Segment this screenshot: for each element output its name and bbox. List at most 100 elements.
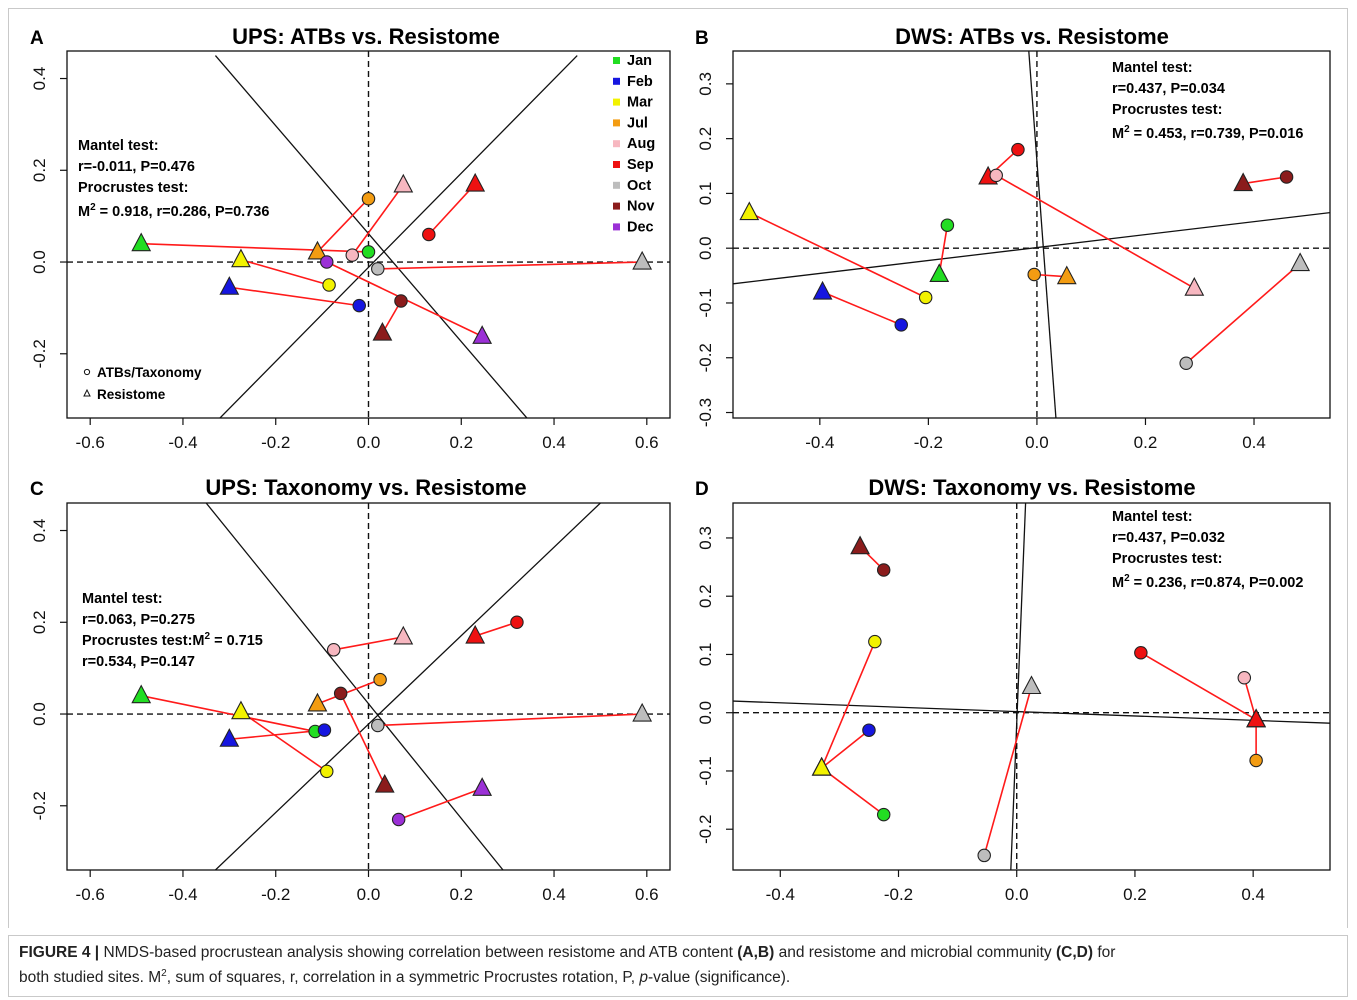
atb-point-jan bbox=[876, 807, 891, 822]
legend-swatch-aug bbox=[613, 140, 620, 148]
rotation-axis-line bbox=[733, 700, 1330, 724]
pair-connector-jan bbox=[141, 694, 316, 733]
pair-connector-nov bbox=[339, 693, 386, 786]
panel-a: A UPS: ATBs vs. Resistome -0.6 -0.4 -0.2 0.0 0… bbox=[30, 24, 671, 452]
mantel-label: Mantel test: bbox=[78, 138, 159, 154]
resistome-point-dec bbox=[472, 325, 493, 344]
resistome-point-nov bbox=[1233, 172, 1254, 192]
y-tick-label: 0.4 bbox=[30, 67, 49, 91]
caption-ref1: (A,B) bbox=[737, 944, 775, 961]
resistome-point-oct bbox=[632, 702, 653, 722]
y-tick-label: 0.0 bbox=[696, 236, 715, 260]
atb-point-jul bbox=[373, 672, 387, 687]
atb-point-jul bbox=[1249, 753, 1263, 768]
mantel-stats: r=0.437, P=0.034 bbox=[1112, 81, 1225, 97]
y-tick-label: 0.0 bbox=[696, 701, 715, 725]
x-tick-label: 0.4 bbox=[1241, 885, 1265, 904]
x-tick-label: -0.4 bbox=[168, 433, 197, 452]
resistome-point-jan bbox=[131, 684, 152, 704]
caption-line2sup: 2 bbox=[161, 968, 167, 979]
panel-label: D bbox=[695, 479, 709, 500]
panel-label: A bbox=[30, 28, 44, 49]
pair-connector-aug bbox=[995, 174, 1195, 289]
y-tick-label: 0.2 bbox=[696, 584, 715, 608]
pair-connector-mar bbox=[748, 211, 927, 299]
resistome-point-feb bbox=[812, 280, 833, 300]
pair-connector-oct bbox=[983, 686, 1033, 856]
caption-part2: and resistome and microbial community bbox=[774, 944, 1056, 961]
legend-label-mar: Mar bbox=[627, 95, 653, 111]
resistome-point-mar bbox=[739, 201, 760, 221]
x-tick-label: -0.2 bbox=[261, 433, 290, 452]
atb-point-jul bbox=[1027, 267, 1041, 282]
shape-legend-circle-icon bbox=[83, 368, 91, 376]
pair-connector-sep bbox=[1140, 652, 1257, 721]
resistome-point-mar bbox=[231, 700, 251, 720]
atb-point-feb bbox=[862, 723, 876, 737]
shape-legend: ATBs/Taxonomy Resistome bbox=[83, 365, 202, 402]
pair-connector-oct bbox=[377, 713, 643, 727]
mantel-stats: r=-0.011, P=0.476 bbox=[78, 159, 195, 175]
resistome-point-aug bbox=[393, 625, 414, 645]
x-tick-label: -0.4 bbox=[766, 885, 795, 904]
atb-point-sep bbox=[510, 615, 524, 630]
resistome-point-jan bbox=[929, 263, 950, 283]
legend-swatch-feb bbox=[613, 77, 620, 85]
mantel-label: Mantel test: bbox=[1112, 60, 1193, 76]
legend-label-jul: Jul bbox=[627, 115, 648, 131]
procrustes-stats: M2 = 0.453, r=0.739, P=0.016 bbox=[1112, 124, 1303, 142]
legend-label-aug: Aug bbox=[627, 136, 655, 152]
mantel-stats: r=0.437, P=0.032 bbox=[1112, 530, 1225, 546]
x-tick-label: 0.0 bbox=[1005, 885, 1029, 904]
resistome-point-feb bbox=[219, 728, 240, 747]
y-tick-label: -0.2 bbox=[696, 343, 715, 372]
resistome-point-nov bbox=[374, 773, 395, 793]
pair-connector-mar bbox=[820, 641, 876, 769]
y-tick-label: 0.2 bbox=[30, 158, 49, 182]
atb-point-aug bbox=[989, 168, 1003, 183]
resistome-point-nov bbox=[850, 535, 870, 555]
caption-ref2: (C,D) bbox=[1056, 944, 1094, 961]
mantel-label: Mantel test: bbox=[82, 591, 163, 607]
panel-c: C UPS: Taxonomy vs. Resistome -0.6 -0.4 -0.2… bbox=[30, 475, 671, 904]
atb-point-aug bbox=[326, 643, 341, 657]
y-tick-label: 0.4 bbox=[30, 519, 49, 543]
y-tick-label: -0.2 bbox=[30, 791, 49, 820]
x-tick-label: -0.6 bbox=[76, 885, 105, 904]
y-tick-label: 0.0 bbox=[30, 702, 49, 726]
caption-line2italic: p bbox=[639, 969, 649, 987]
x-tick-label: 0.6 bbox=[635, 433, 659, 452]
legend-swatch-dec bbox=[613, 223, 620, 231]
y-tick-label: -0.1 bbox=[696, 756, 715, 785]
atb-point-nov bbox=[876, 563, 891, 577]
pair-connector-aug bbox=[351, 184, 404, 256]
y-tick-label: 0.0 bbox=[30, 250, 49, 274]
atb-point-feb bbox=[352, 298, 366, 313]
pair-connector-oct bbox=[377, 261, 643, 270]
pair-connector-oct bbox=[1185, 262, 1301, 364]
rotation-axis-line bbox=[733, 211, 1330, 285]
pair-connector-feb bbox=[229, 286, 360, 307]
resistome-point-oct bbox=[632, 250, 653, 270]
atb-point-jan bbox=[940, 218, 955, 232]
pair-connector-feb bbox=[822, 291, 902, 326]
panel-d: D DWS: Taxonomy vs. Resistome -0.4 -0.2 0.0 0… bbox=[695, 475, 1331, 904]
pair-connector-jul bbox=[316, 198, 370, 253]
atb-point-sep bbox=[1134, 645, 1148, 660]
rotation-axis-line bbox=[1010, 503, 1027, 870]
atb-point-dec bbox=[391, 812, 406, 827]
legend-label-dec: Dec bbox=[627, 219, 654, 235]
atb-point-nov bbox=[333, 686, 348, 701]
atb-point-sep bbox=[1011, 142, 1025, 157]
x-tick-label: -0.6 bbox=[76, 433, 105, 452]
caption-part3: for bbox=[1093, 944, 1116, 961]
caption-line2a: both studied sites. M bbox=[19, 969, 162, 987]
pair-connector-nov bbox=[1243, 176, 1287, 185]
legend-label-nov: Nov bbox=[627, 199, 654, 215]
rotation-axis-line bbox=[214, 503, 601, 870]
shape-legend-circle-label: ATBs/Taxonomy bbox=[97, 365, 202, 380]
x-tick-label: -0.4 bbox=[168, 885, 197, 904]
x-tick-label: 0.0 bbox=[357, 885, 381, 904]
pair-connector-mar bbox=[240, 258, 330, 286]
x-tick-label: 0.2 bbox=[449, 433, 473, 452]
